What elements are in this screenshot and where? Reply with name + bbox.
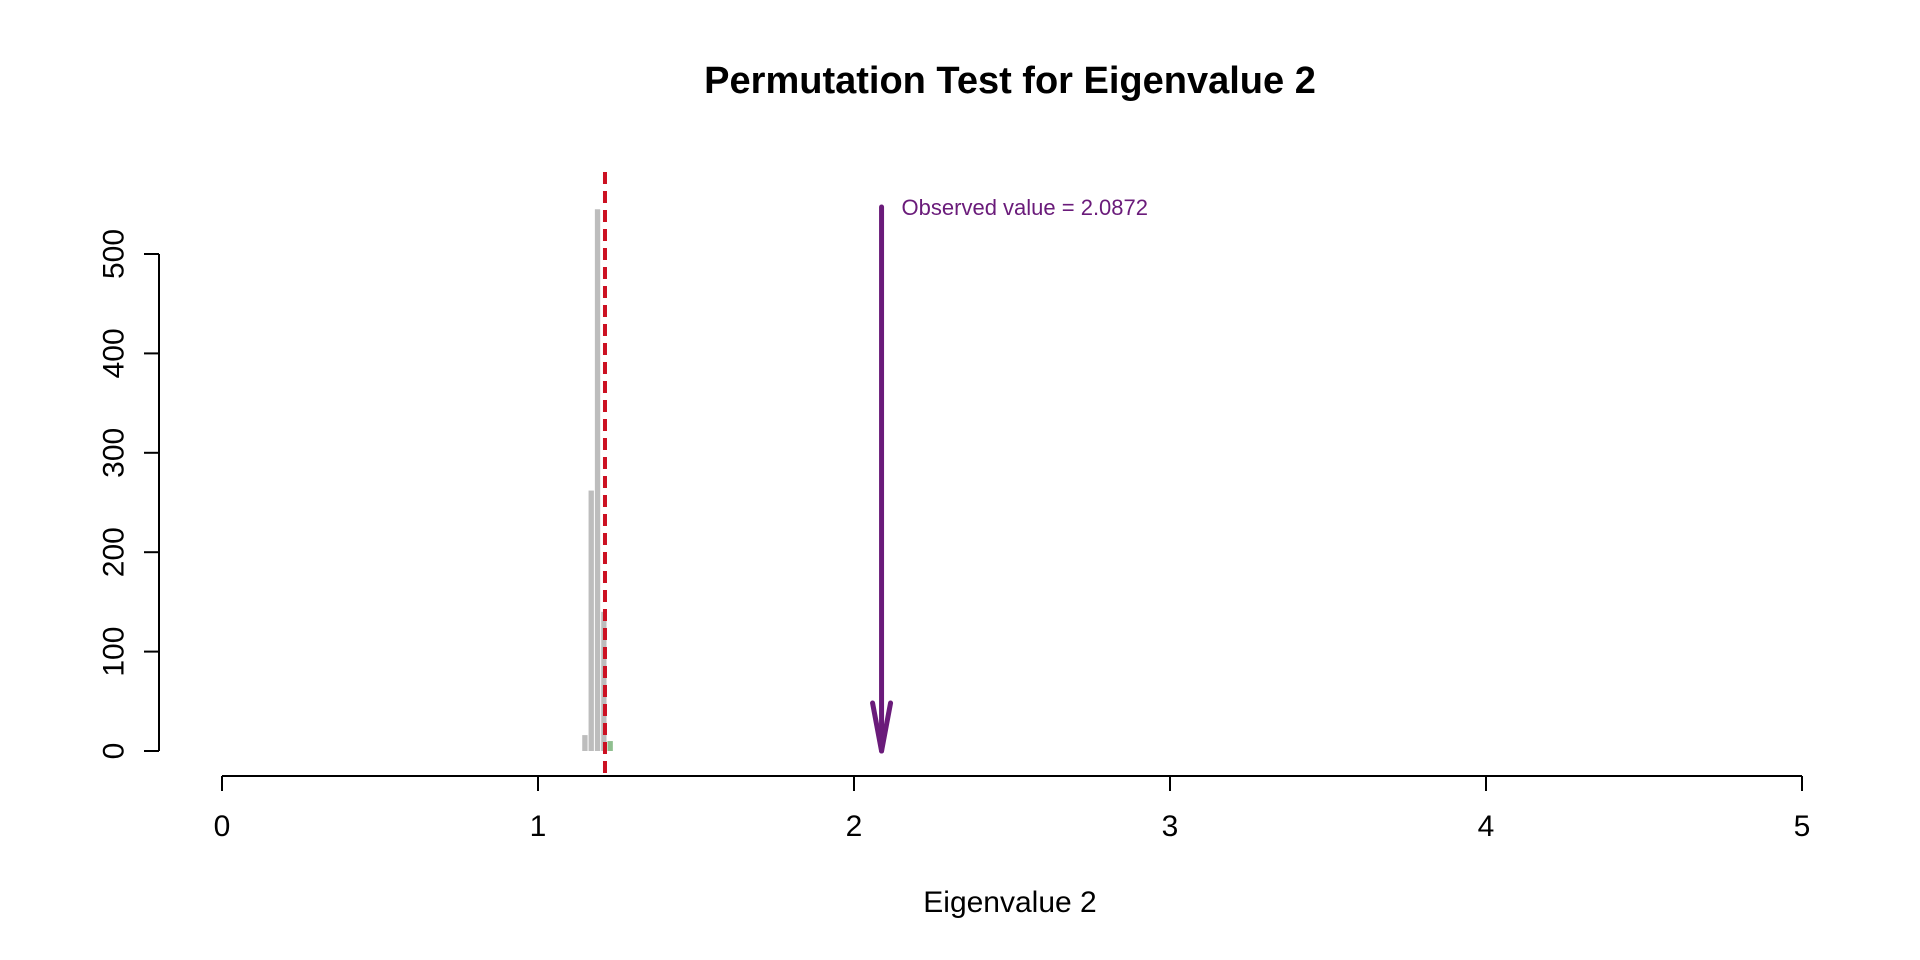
- observed-value-group: Observed value = 2.0872: [870, 195, 1148, 754]
- histogram-bar: [582, 735, 588, 751]
- y-tick-label: 100: [98, 627, 131, 677]
- x-tick-label: 2: [846, 810, 863, 843]
- histogram-bar: [594, 209, 601, 751]
- y-axis: 0 100 200 300 400 500: [98, 229, 160, 759]
- x-tick-label: 5: [1794, 810, 1811, 843]
- y-tick-label: 200: [98, 527, 131, 577]
- y-tick-label: 300: [98, 428, 131, 478]
- observed-value-label: Observed value = 2.0872: [902, 195, 1148, 220]
- y-tick-label: 500: [98, 229, 131, 279]
- histogram-bar: [588, 490, 594, 751]
- x-tick-label: 4: [1478, 810, 1495, 843]
- x-axis-label: Eigenvalue 2: [923, 886, 1096, 919]
- x-tick-label: 1: [530, 810, 547, 843]
- histogram-bar: [601, 611, 607, 751]
- y-tick-label: 0: [98, 743, 131, 760]
- x-axis: 0 1 2 3 4 5: [214, 775, 1811, 843]
- x-tick-label: 3: [1162, 810, 1179, 843]
- histogram-bars: [582, 209, 613, 751]
- x-tick-label: 0: [214, 810, 231, 843]
- histogram-bar: [607, 741, 613, 751]
- chart-title: Permutation Test for Eigenvalue 2: [704, 60, 1316, 102]
- observed-arrow-head: [870, 700, 894, 754]
- y-tick-label: 400: [98, 328, 131, 378]
